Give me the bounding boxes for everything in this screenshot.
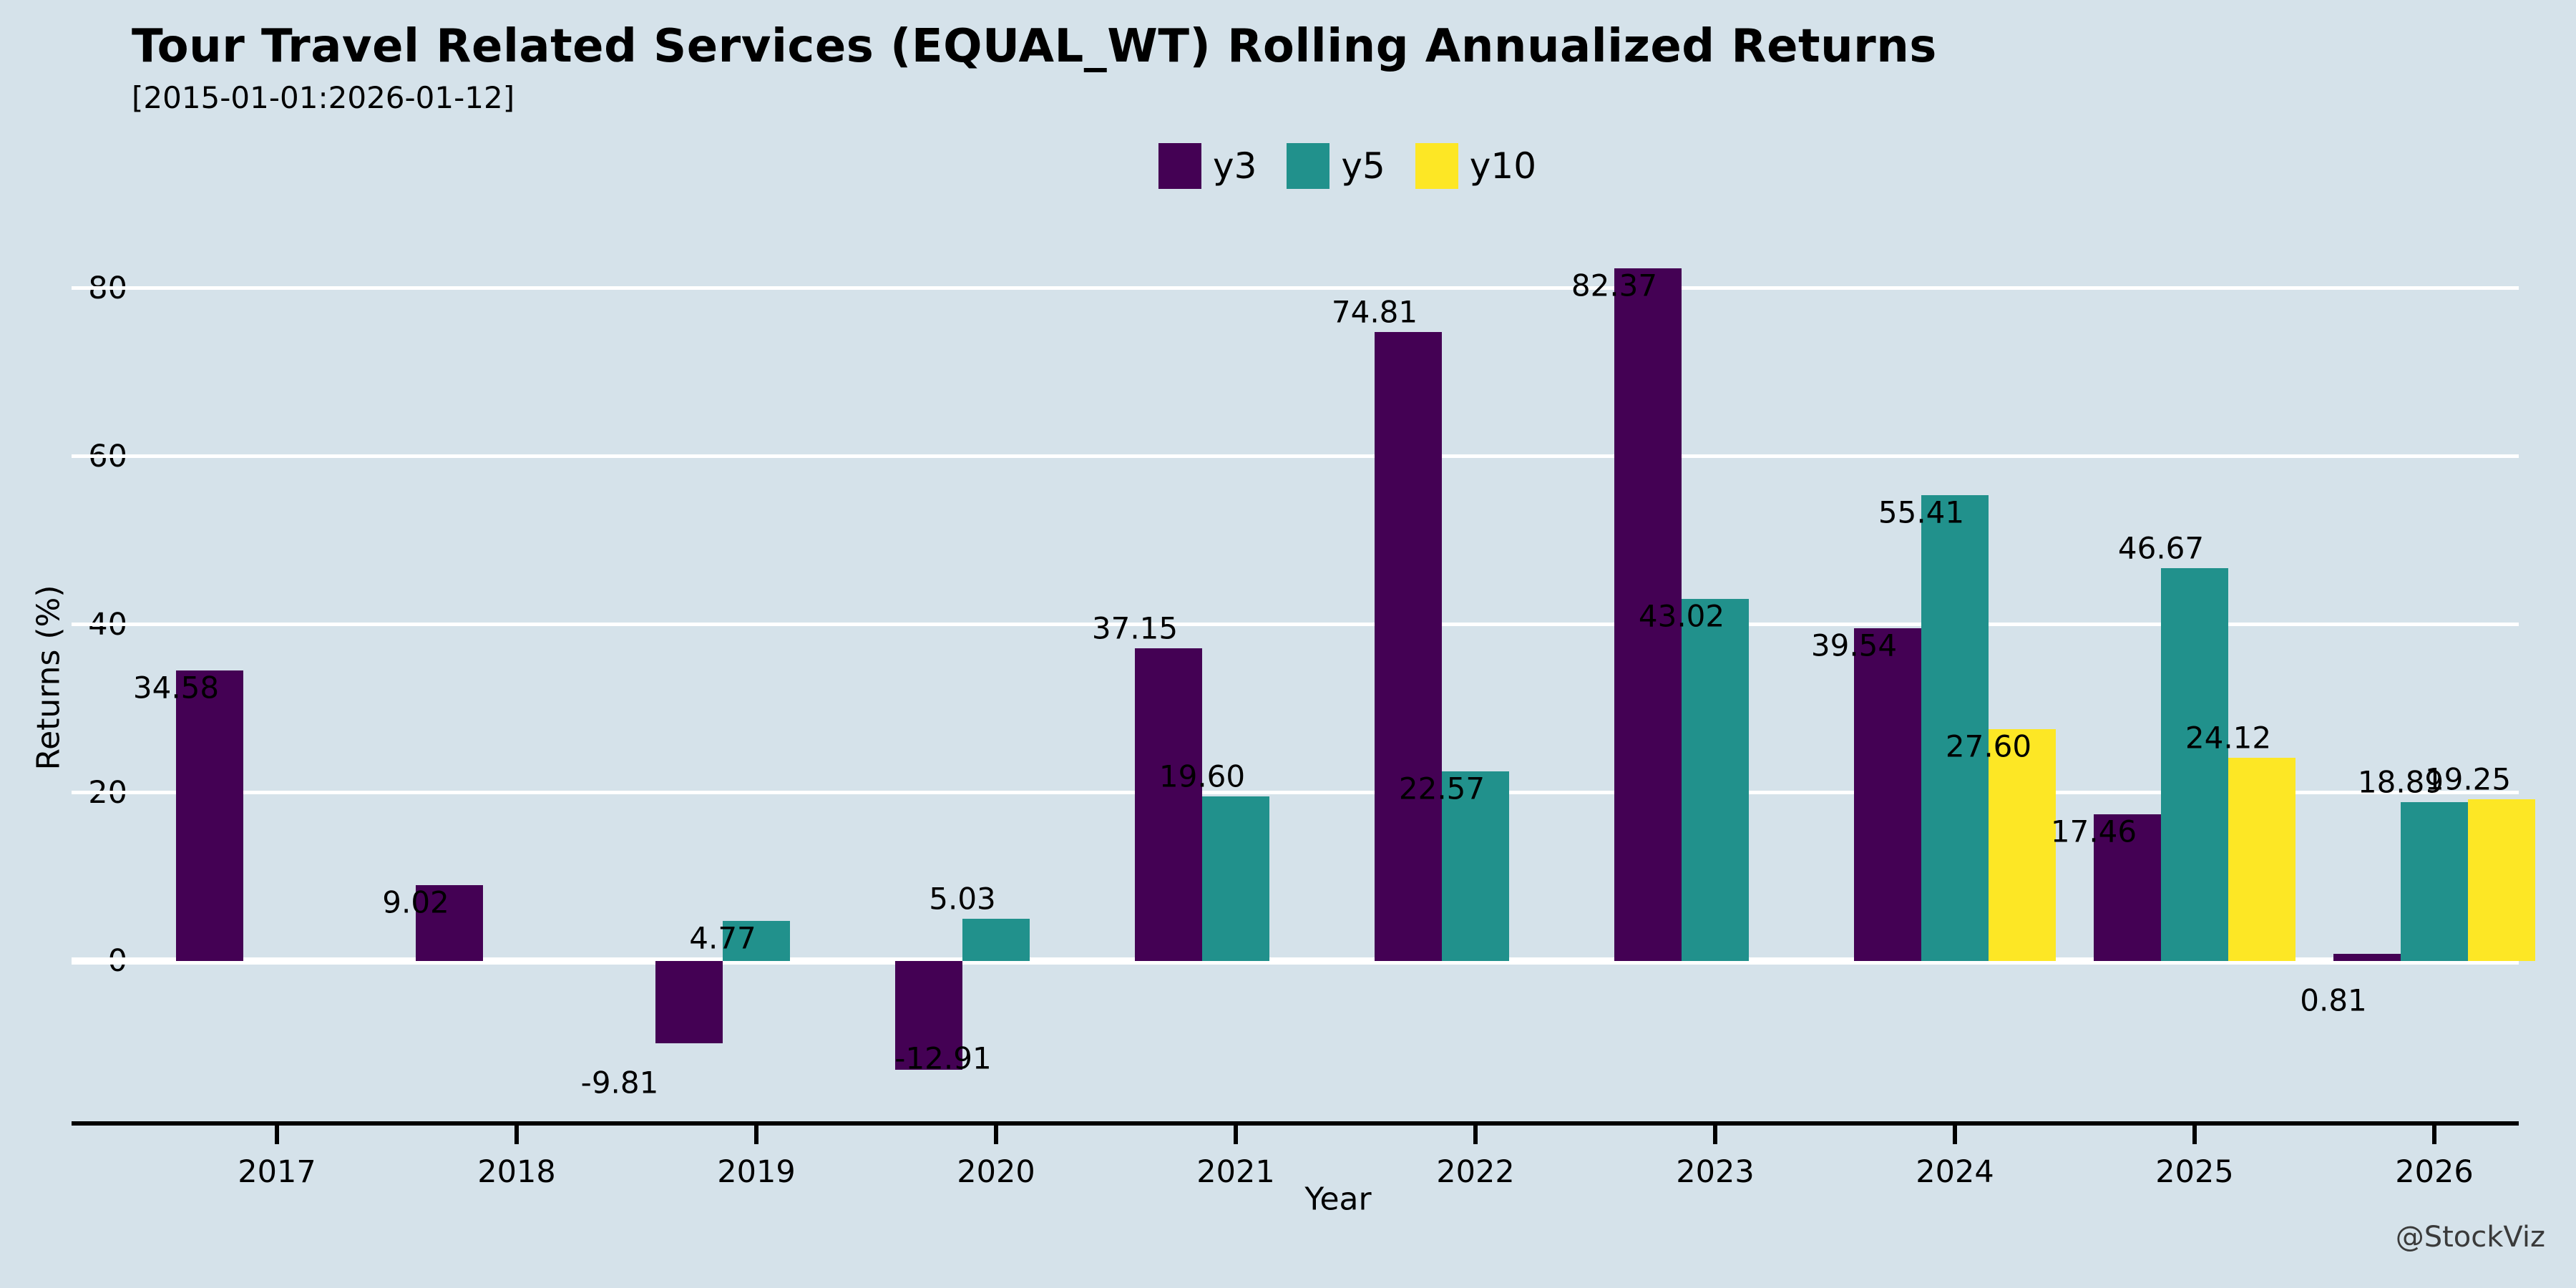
bar-value-label: 19.60 — [1158, 758, 1246, 794]
bar-value-label: 22.57 — [1398, 771, 1485, 806]
bar-y5-2024 — [1921, 494, 1989, 961]
bar-y10-2024 — [1989, 728, 2056, 961]
bar-y3-2025 — [2094, 814, 2161, 961]
x-tick-mark — [1953, 1126, 1957, 1144]
bar-value-label: 43.02 — [1638, 598, 1725, 634]
bar-y3-2018 — [416, 884, 483, 961]
bar-y5-2020 — [962, 918, 1030, 961]
x-tick-mark — [1713, 1126, 1717, 1144]
bar-y10-2026 — [2468, 799, 2535, 961]
bar-y3-2022 — [1375, 331, 1442, 961]
bar-value-label: 18.89 — [2357, 764, 2444, 800]
legend-label-y3: y3 — [1212, 145, 1257, 187]
bar-value-label: 0.81 — [2300, 982, 2367, 1018]
x-tick-label: 2025 — [2155, 1154, 2234, 1190]
bar-value-label: 55.41 — [1878, 494, 1965, 530]
gridline-0 — [72, 957, 2519, 965]
x-tick-mark — [754, 1126, 758, 1144]
chart-subtitle: [2015-01-01:2026-01-12] — [132, 80, 515, 115]
x-tick-label: 2019 — [717, 1154, 796, 1190]
legend-swatch-y10 — [1415, 143, 1458, 189]
bar-value-label: -12.91 — [894, 1040, 992, 1076]
bar-y3-2024 — [1854, 628, 1921, 961]
bar-y5-2025 — [2161, 568, 2228, 961]
bar-value-label: 74.81 — [1331, 294, 1418, 330]
bar-y3-2021 — [1135, 648, 1202, 961]
bar-value-label: 39.54 — [1810, 628, 1898, 663]
bar-value-label: -9.81 — [580, 1065, 659, 1101]
x-tick-label: 2024 — [1916, 1154, 1994, 1190]
legend-label-y10: y10 — [1469, 145, 1537, 187]
y-axis-title: Returns (%) — [30, 585, 67, 771]
legend-item-y10: y10 — [1415, 143, 1536, 189]
bar-y5-2021 — [1202, 796, 1269, 961]
chart-title: Tour Travel Related Services (EQUAL_WT) … — [132, 20, 1937, 73]
watermark: @StockViz — [2395, 1221, 2545, 1254]
bar-value-label: 5.03 — [929, 881, 996, 917]
bar-y3-2020 — [895, 961, 962, 1070]
bar-value-label: 9.02 — [382, 884, 449, 920]
x-tick-mark — [2432, 1126, 2436, 1144]
bar-y5-2019 — [723, 920, 790, 961]
x-axis-title: Year — [1304, 1181, 1372, 1218]
legend: y3 y5 y10 — [1158, 143, 1536, 189]
gridline-60 — [72, 454, 2519, 459]
bar-value-label: 34.58 — [132, 670, 220, 705]
legend-item-y3: y3 — [1158, 143, 1257, 189]
x-tick-mark — [275, 1126, 279, 1144]
x-tick-label: 2017 — [238, 1154, 316, 1190]
bar-y3-2019 — [655, 961, 723, 1044]
x-tick-label: 2020 — [957, 1154, 1035, 1190]
bar-value-label: 82.37 — [1571, 268, 1658, 303]
x-tick-label: 2023 — [1676, 1154, 1755, 1190]
bar-y5-2026 — [2401, 801, 2468, 961]
gridline-80 — [72, 286, 2519, 291]
bar-value-label: 27.60 — [1945, 728, 2032, 764]
x-tick-label: 2018 — [477, 1154, 556, 1190]
legend-item-y5: y5 — [1287, 143, 1385, 189]
x-tick-label: 2021 — [1196, 1154, 1275, 1190]
bar-y3-2026 — [2333, 954, 2401, 961]
x-tick-mark — [1234, 1126, 1238, 1144]
bar-y5-2023 — [1682, 599, 1749, 961]
x-tick-label: 2026 — [2395, 1154, 2474, 1190]
x-tick-label: 2022 — [1436, 1154, 1515, 1190]
x-axis-line — [72, 1121, 2519, 1126]
x-tick-mark — [514, 1126, 519, 1144]
bar-y10-2025 — [2228, 758, 2296, 961]
bar-value-label: 4.77 — [689, 920, 756, 956]
x-tick-mark — [994, 1126, 998, 1144]
x-tick-mark — [1473, 1126, 1478, 1144]
bar-y3-2017 — [176, 670, 243, 961]
bar-value-label: 24.12 — [2185, 720, 2272, 756]
legend-swatch-y3 — [1158, 143, 1201, 189]
bar-y3-2023 — [1614, 268, 1682, 961]
x-tick-mark — [2192, 1126, 2197, 1144]
legend-swatch-y5 — [1287, 143, 1330, 189]
gridline-40 — [72, 623, 2519, 627]
legend-label-y5: y5 — [1341, 145, 1385, 187]
gridline-20 — [72, 791, 2519, 795]
bar-value-label: 19.25 — [2424, 761, 2512, 797]
bar-value-label: 37.15 — [1091, 610, 1179, 646]
bar-y5-2022 — [1442, 771, 1509, 961]
bar-value-label: 17.46 — [2050, 814, 2137, 849]
bar-value-label: 46.67 — [2117, 530, 2205, 566]
